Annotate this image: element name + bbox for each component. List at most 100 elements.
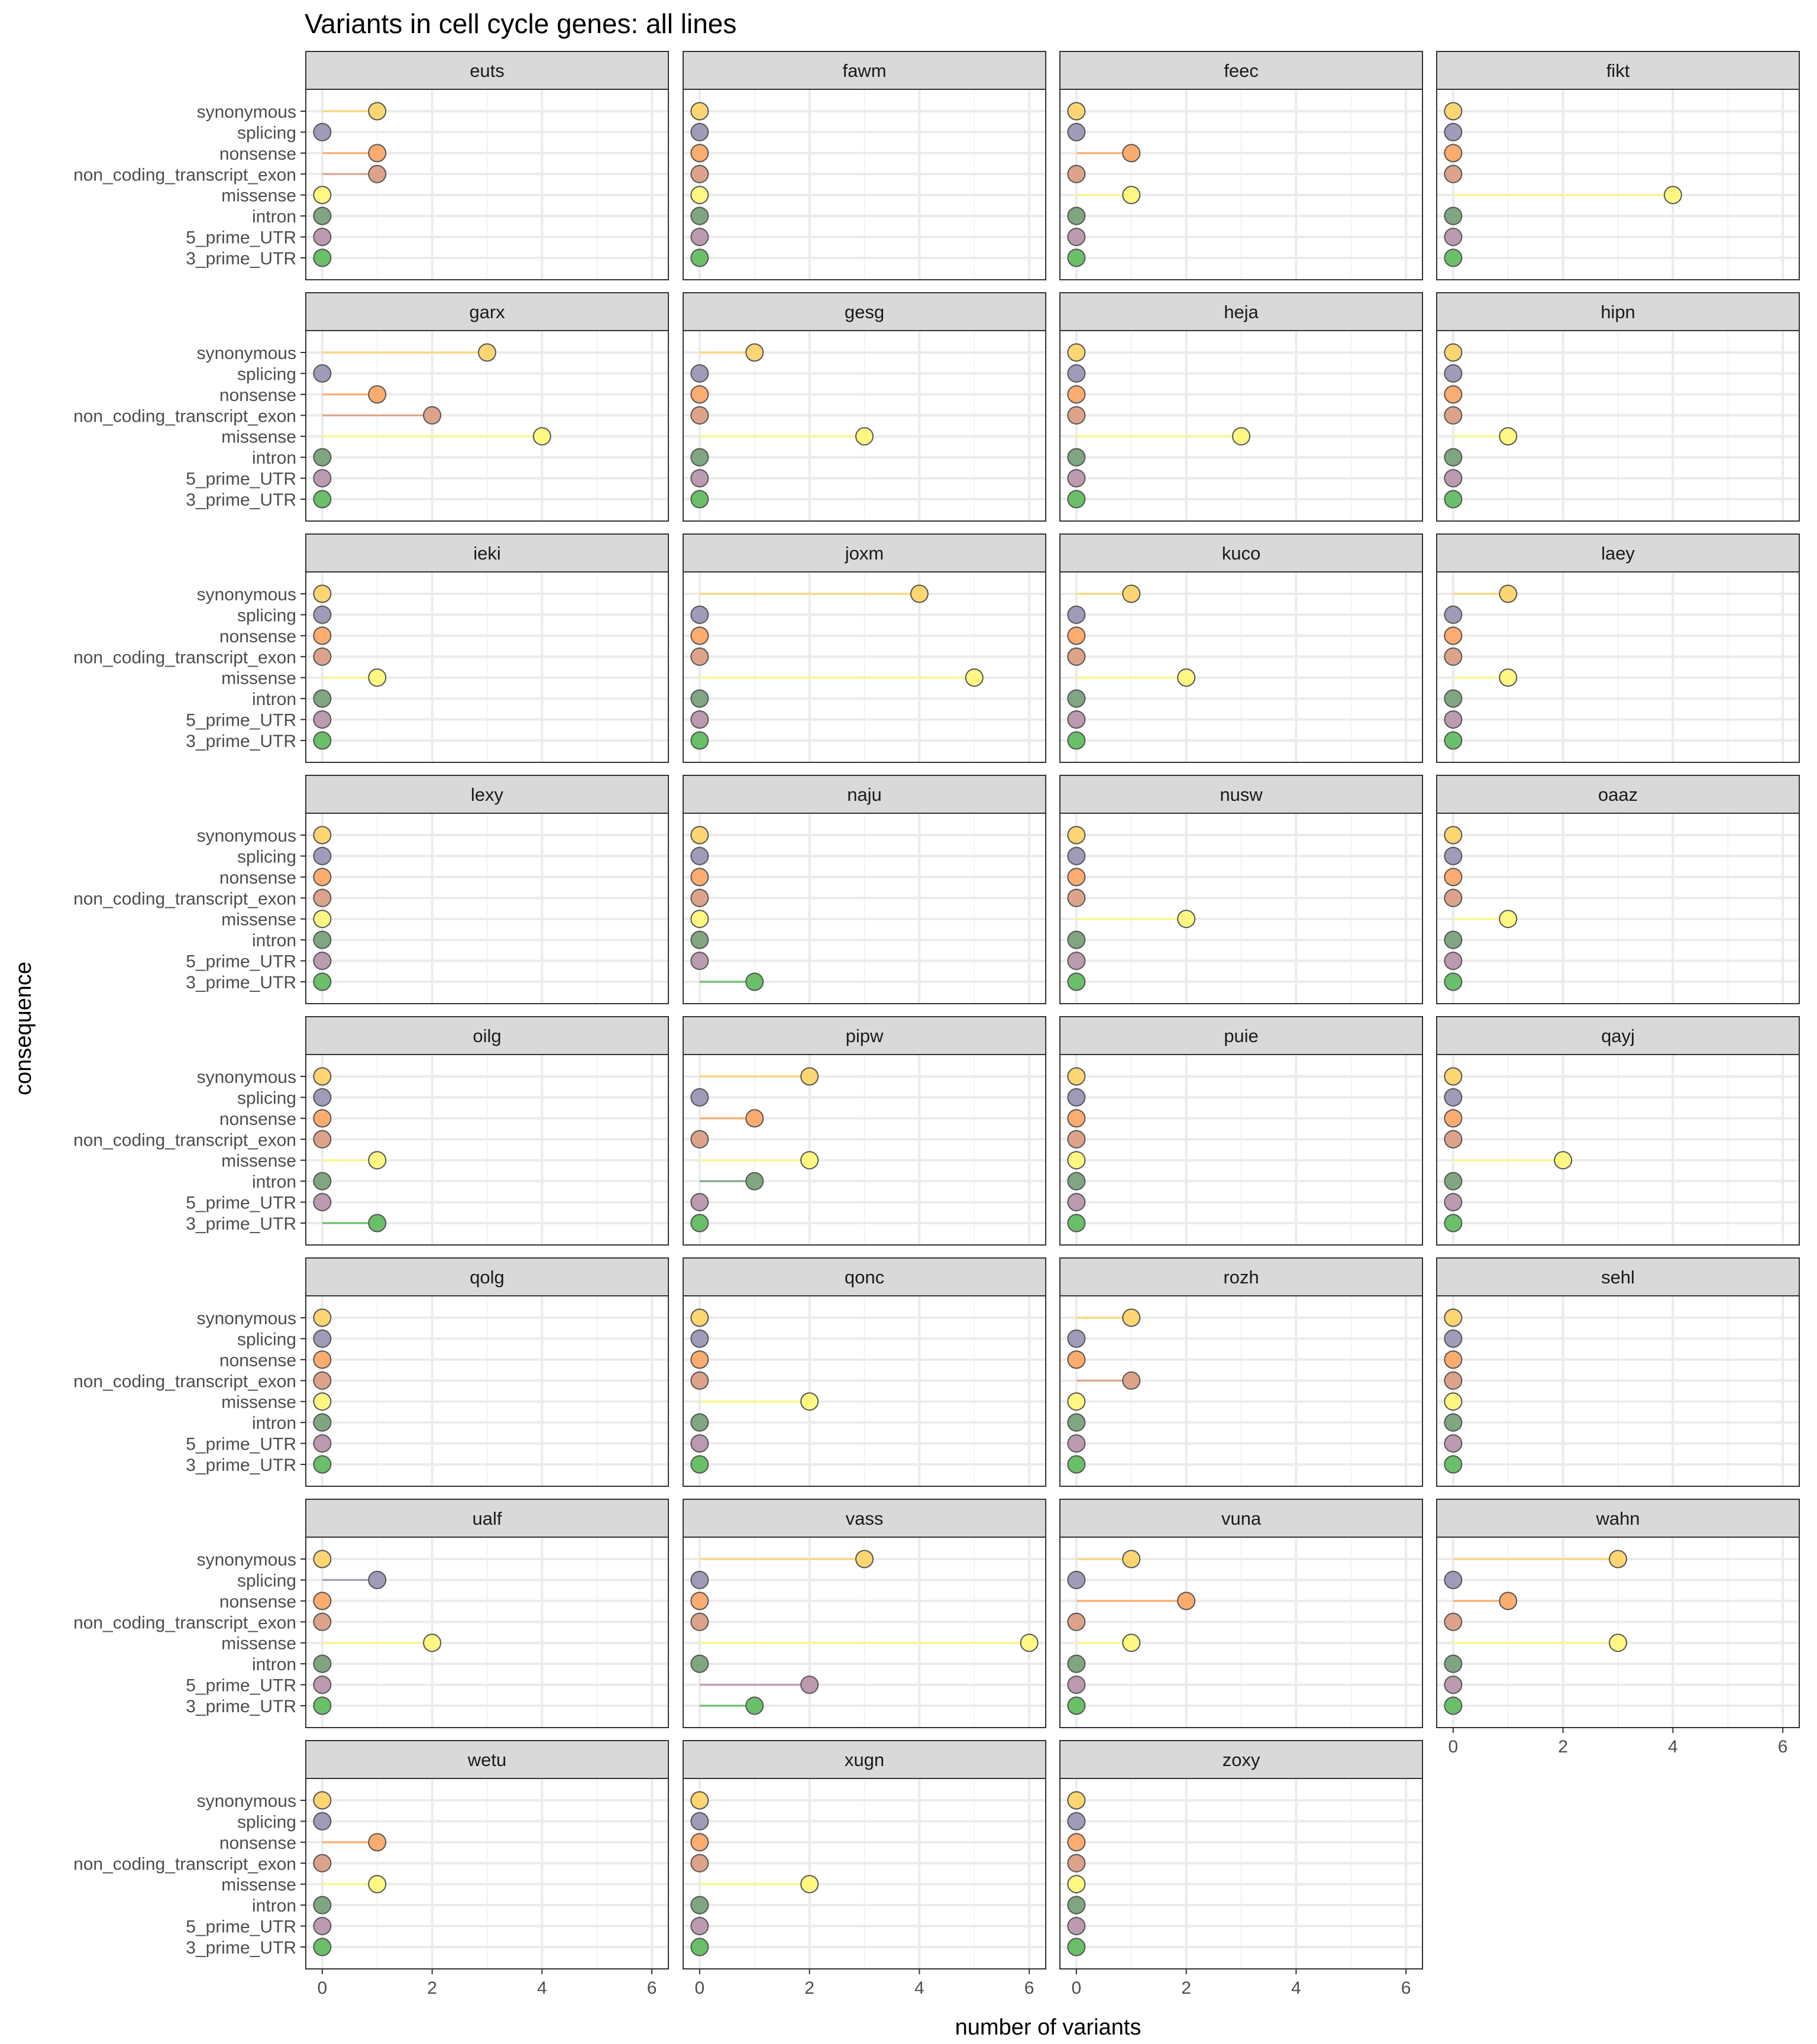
lollipop-point-5_prime_UTR xyxy=(313,1676,332,1694)
y-tick-label: splicing xyxy=(237,364,296,384)
lollipop-point-5_prime_UTR xyxy=(1067,469,1086,488)
y-tick-label: non_coding_transcript_exon xyxy=(73,889,296,908)
lollipop-point-5_prime_UTR xyxy=(313,1917,332,1936)
lollipop-point-intron xyxy=(1444,1654,1463,1673)
lollipop-point-splicing xyxy=(1444,1329,1463,1348)
lollipop-point-missense xyxy=(1499,910,1518,929)
lollipop-point-synonymous xyxy=(910,584,929,603)
facet-panel-gesg: gesg xyxy=(683,292,1046,522)
lollipop-point-non_coding_transcript_exon xyxy=(1067,1854,1086,1872)
lollipop-point-splicing xyxy=(690,122,709,141)
lollipop-point-non_coding_transcript_exon xyxy=(690,1612,709,1631)
lollipop-point-5_prime_UTR xyxy=(800,1676,819,1694)
facet-strip xyxy=(1436,1257,1800,1296)
lollipop-point-splicing xyxy=(690,605,709,624)
y-tick-label: nonsense xyxy=(219,1833,296,1853)
lollipop-point-intron xyxy=(690,930,709,949)
lollipop-point-synonymous xyxy=(690,826,709,845)
lollipop-point-nonsense xyxy=(1067,385,1086,404)
facet-strip xyxy=(1059,533,1423,573)
lollipop-point-splicing xyxy=(1444,605,1463,624)
lollipop-point-5_prime_UTR xyxy=(1444,952,1463,971)
lollipop-point-intron xyxy=(1067,1172,1086,1191)
y-tick-label: missense xyxy=(221,1634,296,1654)
lollipop-point-nonsense xyxy=(690,1592,709,1610)
facet-strip xyxy=(683,775,1046,814)
facet-strip xyxy=(1059,51,1423,90)
y-tick-label: intron xyxy=(252,1172,296,1192)
lollipop-point-intron xyxy=(313,1413,332,1432)
y-tick-label: missense xyxy=(221,910,296,930)
lollipop-point-non_coding_transcript_exon xyxy=(1444,1371,1463,1390)
lollipop-point-5_prime_UTR xyxy=(1444,710,1463,729)
x-tick-label: 4 xyxy=(1291,1978,1301,1998)
y-tick-label: 3_prime_UTR xyxy=(186,1214,296,1234)
facet-strip xyxy=(305,1499,669,1538)
lollipop-point-non_coding_transcript_exon xyxy=(1067,888,1086,907)
lollipop-point-nonsense xyxy=(1444,1109,1463,1128)
lollipop-point-5_prime_UTR xyxy=(1444,469,1463,488)
lollipop-point-nonsense xyxy=(690,868,709,887)
lollipop-point-splicing xyxy=(1067,1088,1086,1107)
lollipop-point-nonsense xyxy=(1067,1350,1086,1369)
facet-panel-qolg: qolg synonymous splicing nonsense non_coding… xyxy=(73,1257,669,1487)
lollipop-point-synonymous xyxy=(1444,1308,1463,1327)
panel-border xyxy=(1436,89,1800,280)
lollipop-point-synonymous xyxy=(1444,826,1463,845)
lollipop-point-synonymous xyxy=(855,1550,874,1568)
facet-panel-xugn: xugn 0 2 4 6 xyxy=(683,1740,1046,1998)
lollipop-point-3_prime_UTR xyxy=(1067,1696,1086,1715)
lollipop-point-synonymous xyxy=(1444,343,1463,362)
lollipop-point-intron xyxy=(745,1172,764,1191)
y-tick-label: missense xyxy=(221,1393,296,1412)
y-tick-label: non_coding_transcript_exon xyxy=(73,406,296,426)
lollipop-point-nonsense xyxy=(313,1592,332,1610)
facet-label: oilg xyxy=(473,1026,501,1046)
lollipop-point-nonsense xyxy=(745,1109,764,1128)
y-axis-title: consequence xyxy=(11,962,36,1095)
x-tick-label: 0 xyxy=(1072,1978,1082,1998)
y-tick-label: 3_prime_UTR xyxy=(186,1697,296,1716)
y-tick-label: 3_prime_UTR xyxy=(186,732,296,751)
lollipop-point-splicing xyxy=(313,846,332,865)
lollipop-point-missense xyxy=(1067,1875,1086,1894)
lollipop-point-non_coding_transcript_exon xyxy=(690,164,709,183)
lollipop-point-3_prime_UTR xyxy=(313,972,332,991)
lollipop-point-3_prime_UTR xyxy=(1444,1696,1463,1715)
y-tick-label: intron xyxy=(252,1655,296,1674)
panel-border xyxy=(1059,571,1423,763)
facet-label: garx xyxy=(469,302,505,322)
facet-strip xyxy=(1059,1740,1423,1779)
y-tick-label: intron xyxy=(252,690,296,709)
y-tick-label: missense xyxy=(221,669,296,688)
lollipop-point-non_coding_transcript_exon xyxy=(313,1130,332,1149)
facet-label: feec xyxy=(1224,60,1259,81)
y-tick-label: non_coding_transcript_exon xyxy=(73,165,296,185)
lollipop-point-3_prime_UTR xyxy=(313,490,332,509)
lollipop-point-missense xyxy=(313,910,332,929)
lollipop-point-non_coding_transcript_exon xyxy=(690,1130,709,1149)
facet-panel-fawm: fawm xyxy=(683,51,1046,280)
facet-strip xyxy=(1059,1016,1423,1055)
facet-panel-euts: euts synonymoussplicingnonsensenon_coding… xyxy=(73,51,669,280)
facet-panel-joxm: joxm xyxy=(683,533,1046,763)
lollipop-point-missense xyxy=(1122,1634,1141,1652)
lollipop-point-missense xyxy=(1499,668,1518,687)
lollipop-point-non_coding_transcript_exon xyxy=(1067,1612,1086,1631)
lollipop-point-intron xyxy=(313,206,332,225)
lollipop-point-3_prime_UTR xyxy=(1444,1214,1463,1233)
lollipop-point-splicing xyxy=(1067,364,1086,383)
facet-strip xyxy=(305,533,669,573)
lollipop-point-non_coding_transcript_exon xyxy=(690,1854,709,1872)
x-tick-label: 6 xyxy=(1778,1737,1788,1757)
lollipop-point-synonymous xyxy=(478,343,496,362)
lollipop-point-non_coding_transcript_exon xyxy=(1444,1130,1463,1149)
y-tick-label: non_coding_transcript_exon xyxy=(73,1613,296,1632)
lollipop-point-missense xyxy=(1499,427,1518,446)
facet-strip xyxy=(1059,1257,1423,1296)
lollipop-point-synonymous xyxy=(313,1791,332,1810)
x-tick-label: 0 xyxy=(1449,1737,1459,1757)
facet-label: lexy xyxy=(471,784,504,805)
lollipop-point-splicing xyxy=(1444,122,1463,141)
